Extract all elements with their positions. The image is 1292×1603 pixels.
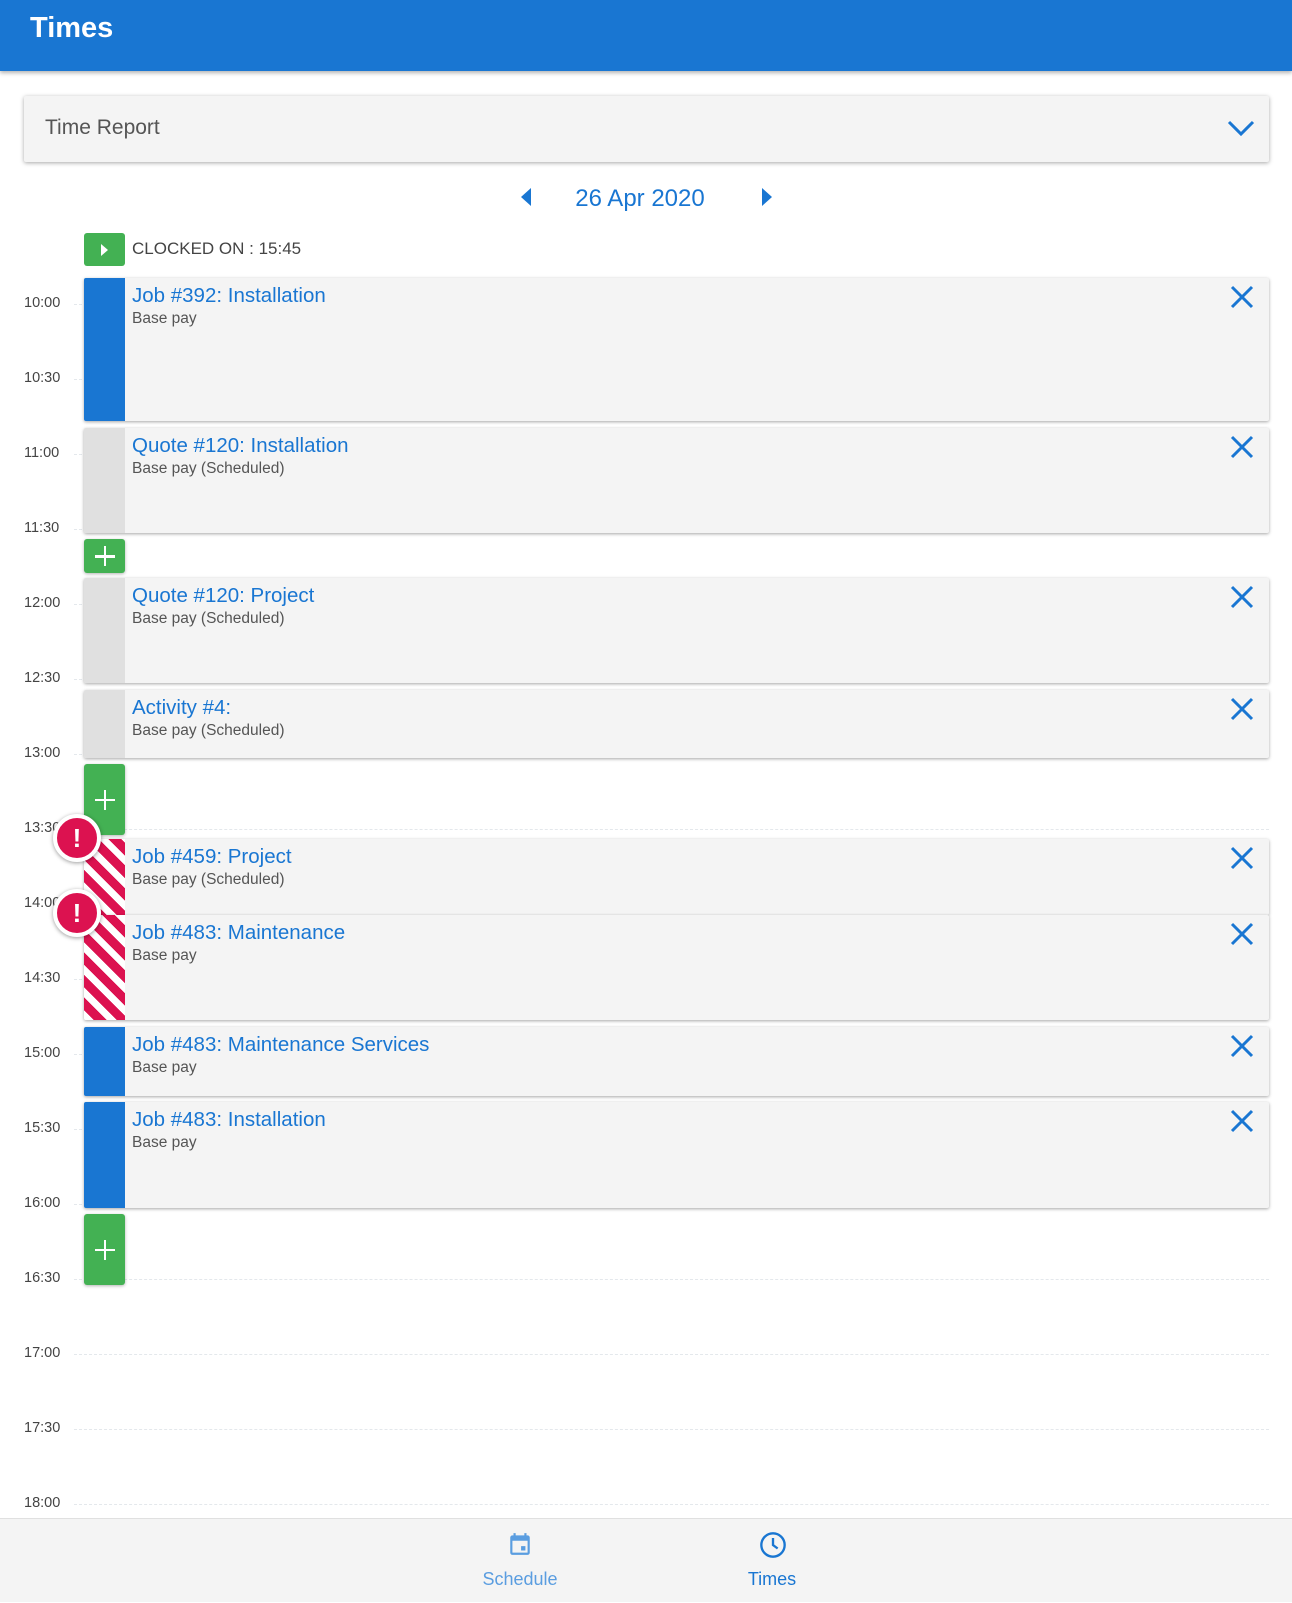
entry-pay-type: Base pay (Scheduled)	[132, 460, 285, 477]
clocked-on-status: CLOCKED ON : 15:45	[132, 239, 302, 258]
tab-times[interactable]: Times	[692, 1519, 852, 1603]
time-gridline	[74, 1279, 1269, 1280]
entry-title[interactable]: Job #483: Maintenance Services	[132, 1033, 430, 1056]
time-label: 11:00	[24, 445, 60, 461]
clock-icon	[760, 1532, 786, 1558]
entry-title[interactable]: Job #483: Maintenance	[132, 921, 346, 944]
entry-title[interactable]: Job #392: Installation	[132, 284, 326, 307]
delete-entry-icon[interactable]	[1229, 434, 1255, 460]
entry-pay-type: Base pay	[132, 310, 197, 327]
time-label: 16:30	[24, 1270, 61, 1286]
entry-title[interactable]: Job #483: Installation	[132, 1108, 326, 1131]
entry-pay-type: Base pay	[132, 1134, 197, 1151]
bottom-navigation: Schedule Times	[0, 1518, 1292, 1602]
time-label: 14:00	[24, 895, 61, 911]
report-type-value: Time Report	[45, 116, 160, 139]
entry-status-bar	[84, 1027, 125, 1096]
time-entry-card[interactable]: Activity #4: Base pay (Scheduled)	[84, 690, 1269, 758]
report-type-select[interactable]: Time Report	[24, 96, 1269, 162]
time-entry-card[interactable]: Quote #120: Installation Base pay (Sched…	[84, 428, 1269, 533]
entry-pay-type: Base pay	[132, 1059, 197, 1076]
time-label: 13:00	[24, 745, 61, 761]
time-gridline	[74, 829, 1269, 830]
time-entry-card[interactable]: Job #483: Installation Base pay	[84, 1102, 1269, 1208]
time-label: 15:00	[24, 1045, 61, 1061]
time-gridline	[74, 1429, 1269, 1430]
page-title: Times	[30, 12, 114, 44]
clock-play-button[interactable]	[84, 233, 125, 266]
date-navigator: 26 Apr 2020	[0, 180, 1292, 220]
time-label: 16:00	[24, 1195, 61, 1211]
next-day-button[interactable]	[762, 188, 772, 206]
time-label: 17:30	[24, 1420, 61, 1436]
entry-title[interactable]: Activity #4:	[132, 696, 232, 719]
tab-schedule[interactable]: Schedule	[440, 1519, 600, 1603]
time-label: 10:00	[24, 295, 61, 311]
time-gridline	[74, 1354, 1269, 1355]
calendar-icon	[510, 1533, 530, 1555]
time-label: 11:30	[24, 520, 60, 536]
time-entry-card[interactable]: Job #483: Maintenance Base pay	[84, 915, 1269, 1020]
add-entry-button[interactable]	[84, 1214, 125, 1285]
entry-pay-type: Base pay (Scheduled)	[132, 610, 285, 627]
time-label: 13:30	[24, 820, 61, 836]
time-entry-card[interactable]: Job #459: Project Base pay (Scheduled)	[84, 839, 1269, 915]
time-entry-card[interactable]: Quote #120: Project Base pay (Scheduled)	[84, 578, 1269, 683]
time-gridline	[74, 1504, 1269, 1505]
entry-title[interactable]: Quote #120: Project	[132, 584, 315, 607]
delete-entry-icon[interactable]	[1229, 1033, 1255, 1059]
time-label: 15:30	[24, 1120, 61, 1136]
time-entry-card[interactable]: Job #392: Installation Base pay	[84, 278, 1269, 421]
entry-status-bar	[84, 690, 125, 758]
time-label: 12:00	[24, 595, 61, 611]
time-label: 10:30	[24, 370, 61, 386]
time-label: 18:00	[24, 1495, 61, 1511]
delete-entry-icon[interactable]	[1229, 921, 1255, 947]
tab-times-label: Times	[747, 1569, 797, 1589]
entry-pay-type: Base pay (Scheduled)	[132, 722, 285, 739]
entry-pay-type: Base pay	[132, 947, 197, 964]
delete-entry-icon[interactable]	[1229, 845, 1255, 871]
add-entry-button[interactable]	[84, 764, 125, 835]
delete-entry-icon[interactable]	[1229, 696, 1255, 722]
add-entry-button[interactable]	[84, 539, 125, 573]
time-label: 14:30	[24, 970, 61, 986]
entry-title[interactable]: Job #459: Project	[132, 845, 292, 868]
delete-entry-icon[interactable]	[1229, 1108, 1255, 1134]
entry-status-bar	[84, 578, 125, 683]
entry-pay-type: Base pay (Scheduled)	[132, 871, 285, 888]
time-entry-card[interactable]: Job #483: Maintenance Services Base pay	[84, 1027, 1269, 1096]
current-date: 26 Apr 2020	[575, 185, 705, 212]
entry-title[interactable]: Quote #120: Installation	[132, 434, 349, 457]
tab-schedule-label: Schedule	[482, 1569, 558, 1589]
time-label: 12:30	[24, 670, 61, 686]
app-bar: Times	[0, 0, 1292, 71]
delete-entry-icon[interactable]	[1229, 584, 1255, 610]
entry-status-bar	[84, 278, 125, 421]
time-label: 17:00	[24, 1345, 61, 1361]
overlap-warning-icon[interactable]: !	[53, 889, 101, 937]
entry-status-bar	[84, 1102, 125, 1208]
entry-status-bar	[84, 428, 125, 533]
previous-day-button[interactable]	[521, 188, 531, 206]
overlap-warning-icon[interactable]: !	[53, 814, 101, 862]
delete-entry-icon[interactable]	[1229, 284, 1255, 310]
chevron-down-icon	[1227, 120, 1255, 137]
